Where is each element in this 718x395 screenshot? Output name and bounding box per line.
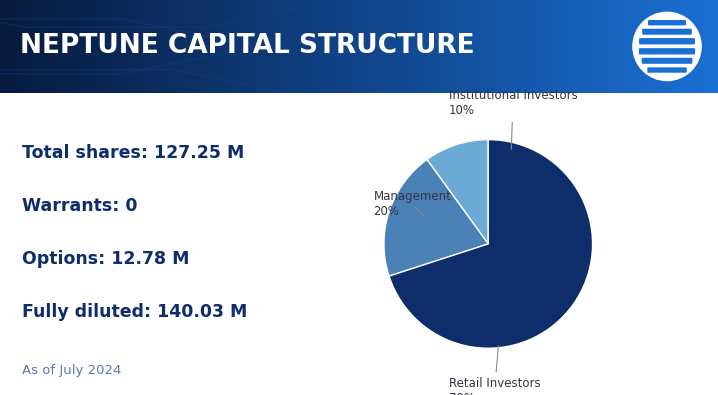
Wedge shape (384, 160, 488, 276)
Circle shape (633, 12, 701, 81)
FancyBboxPatch shape (649, 21, 685, 25)
Wedge shape (427, 139, 488, 244)
Text: NEPTUNE CAPITAL STRUCTURE: NEPTUNE CAPITAL STRUCTURE (20, 34, 475, 59)
Text: Retail Investors
70%: Retail Investors 70% (449, 346, 540, 395)
FancyBboxPatch shape (640, 39, 694, 44)
FancyBboxPatch shape (643, 58, 691, 63)
Text: As of July 2024: As of July 2024 (22, 364, 121, 377)
Wedge shape (389, 139, 592, 348)
Text: Institutional Investors
10%: Institutional Investors 10% (449, 88, 577, 149)
Text: Total shares: 127.25 M: Total shares: 127.25 M (22, 144, 244, 162)
Text: Options: 12.78 M: Options: 12.78 M (22, 250, 189, 268)
Text: Management
20%: Management 20% (373, 190, 452, 218)
Text: Fully diluted: 140.03 M: Fully diluted: 140.03 M (22, 303, 247, 321)
FancyBboxPatch shape (648, 68, 686, 72)
FancyBboxPatch shape (643, 29, 691, 34)
Text: Warrants: 0: Warrants: 0 (22, 197, 137, 215)
FancyBboxPatch shape (640, 49, 694, 54)
